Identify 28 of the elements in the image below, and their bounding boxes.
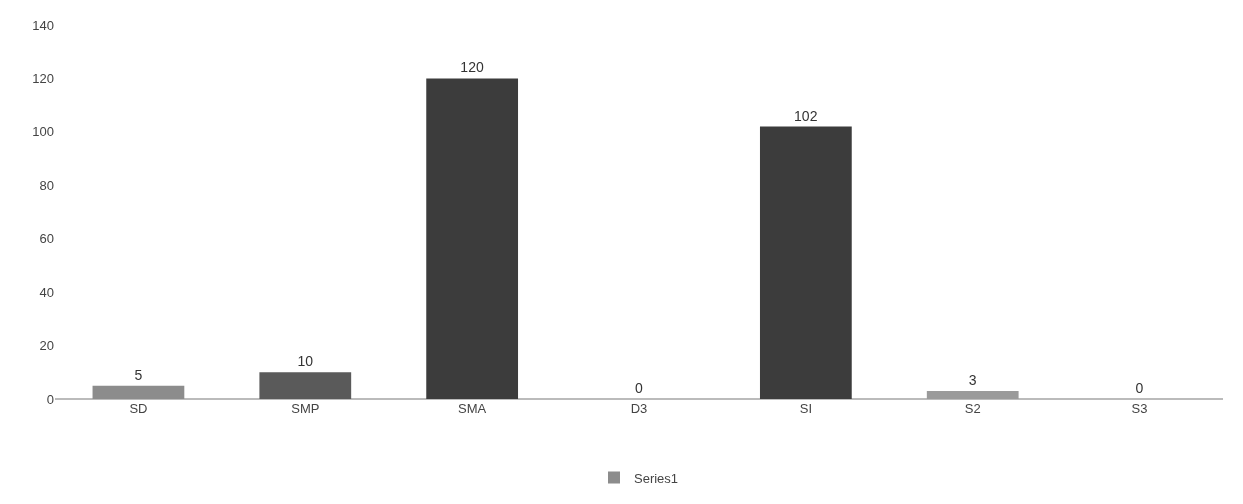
y-tick-label: 40 xyxy=(39,284,54,300)
bar xyxy=(426,78,519,399)
y-tick-label: 20 xyxy=(39,338,54,354)
data-label: 102 xyxy=(794,107,818,124)
data-label: 0 xyxy=(1135,380,1144,396)
data-label: 0 xyxy=(635,380,643,396)
y-tick-label: 140 xyxy=(32,17,54,33)
data-label: 10 xyxy=(297,353,314,370)
legend-label: Series1 xyxy=(634,470,679,486)
bar xyxy=(92,385,185,399)
y-tick-label: 80 xyxy=(39,177,54,193)
bar xyxy=(926,390,1019,399)
y-tick-label: 60 xyxy=(39,231,54,247)
data-label: 120 xyxy=(460,59,484,76)
x-tick-label: D3 xyxy=(630,401,648,416)
data-label: 3 xyxy=(968,371,977,388)
x-tick-label: SI xyxy=(799,401,813,416)
data-label: 5 xyxy=(134,366,143,383)
bar xyxy=(759,126,852,399)
x-tick-label: SMP xyxy=(291,401,320,416)
bar xyxy=(259,372,352,399)
x-tick-label: S2 xyxy=(964,401,981,416)
x-tick-label: SMA xyxy=(458,401,487,416)
y-tick-label: 0 xyxy=(46,391,54,407)
y-tick-label: 100 xyxy=(32,124,54,140)
x-tick-label: SD xyxy=(129,401,148,416)
x-tick-label: S3 xyxy=(1131,401,1148,416)
y-tick-label: 120 xyxy=(32,70,54,86)
